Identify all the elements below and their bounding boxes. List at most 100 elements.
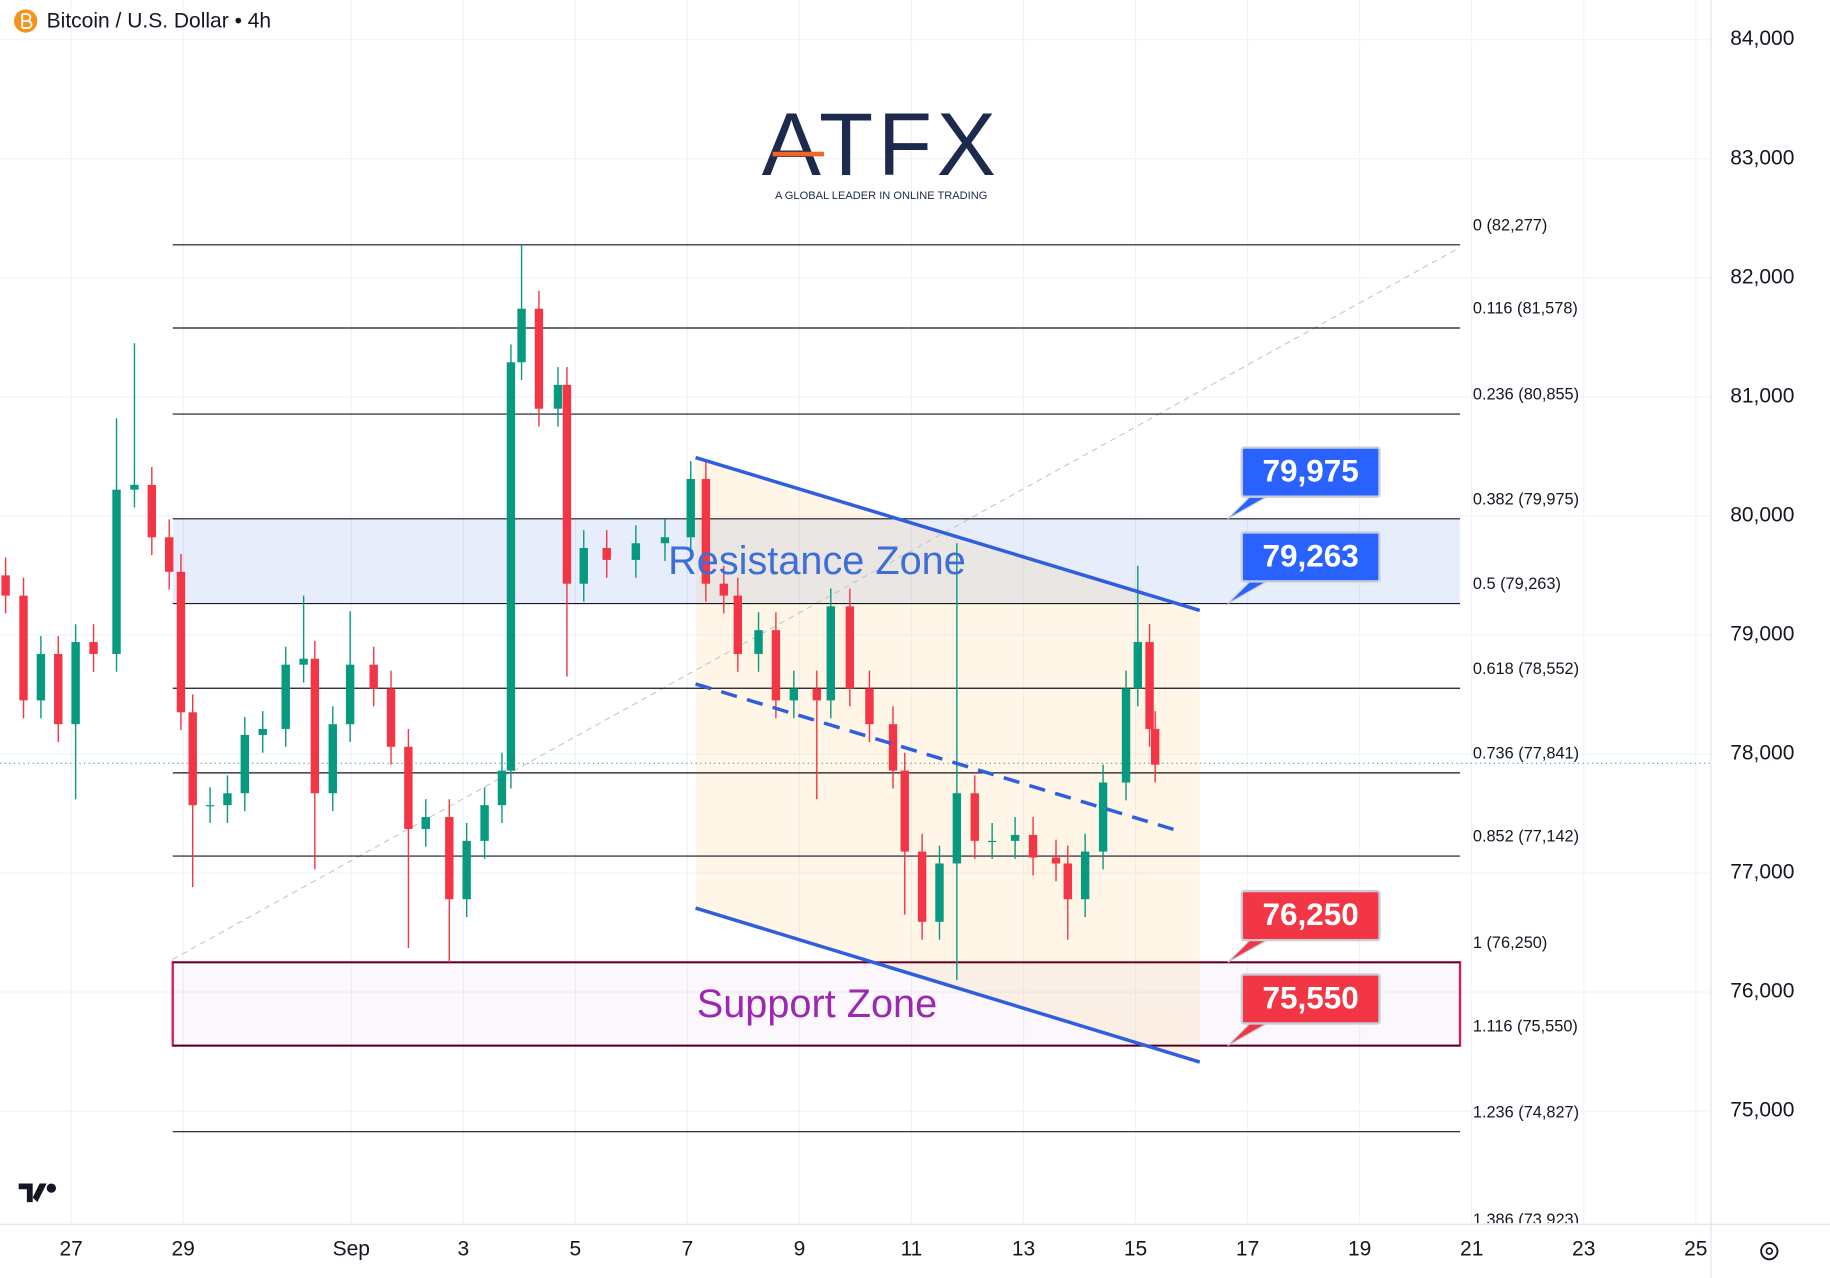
candle-body	[462, 840, 471, 900]
zone-label: Support Zone	[697, 982, 937, 1026]
candle-body	[497, 770, 507, 806]
fib-label: 0.382 (79,975)	[1473, 490, 1579, 508]
candle-body	[771, 630, 781, 701]
y-tick-label: 75,000	[1730, 1099, 1794, 1122]
fib-label: 1.116 (75,550)	[1473, 1017, 1578, 1035]
fib-label: 0 (82,277)	[1473, 216, 1547, 234]
candle-body	[888, 724, 898, 771]
channel-upper	[695, 455, 1201, 613]
candle-body	[789, 688, 799, 701]
candle-body	[1028, 834, 1038, 858]
channel-fill	[695, 457, 1200, 1063]
candle-body	[345, 664, 355, 725]
y-tick-label: 82,000	[1730, 265, 1794, 288]
candle-body	[865, 688, 874, 725]
x-tick-label: 21	[1460, 1238, 1483, 1261]
candle-body	[812, 688, 822, 701]
candle-body	[188, 712, 197, 806]
candle-body	[1010, 834, 1020, 841]
x-tick-label: 13	[1012, 1238, 1035, 1261]
candle-body	[1150, 728, 1160, 765]
candle-body	[1063, 863, 1072, 900]
candle-body	[1080, 851, 1090, 900]
fib-label: 0.236 (80,855)	[1473, 386, 1579, 404]
x-tick-label: 29	[172, 1238, 195, 1261]
price-tag-label: 76,250	[1262, 896, 1358, 932]
x-tick-label: 19	[1348, 1238, 1371, 1261]
candle-body	[917, 851, 927, 922]
y-tick-label: 83,000	[1730, 146, 1794, 169]
candle-body	[754, 630, 763, 654]
y-tick-label: 80,000	[1730, 503, 1794, 526]
y-tick-label: 76,000	[1730, 980, 1794, 1003]
candle-body	[562, 384, 572, 584]
candle-body	[112, 489, 121, 654]
x-tick-label: 7	[682, 1238, 694, 1261]
candle-body	[164, 537, 174, 572]
price-tags: 79,975 79,263 76,250 75,550	[1227, 446, 1381, 1047]
x-tick-label: 17	[1236, 1238, 1259, 1261]
fib-label: 0.618 (78,552)	[1473, 660, 1579, 678]
price-tag-label: 79,975	[1262, 453, 1358, 489]
bitcoin-icon-glyph	[21, 13, 33, 29]
candle-body	[404, 746, 413, 829]
grid	[0, 0, 1710, 1224]
candle-body	[240, 734, 250, 794]
candle-body	[506, 362, 516, 771]
candle-body	[952, 793, 962, 864]
candle-body	[733, 595, 743, 654]
zone-labels: Resistance Zone Support Zone	[668, 539, 966, 1026]
x-tick-label: 5	[570, 1238, 582, 1261]
y-tick-label: 79,000	[1730, 622, 1794, 645]
x-tick-label: 11	[901, 1238, 923, 1261]
candle-body	[900, 770, 909, 852]
candle-body	[421, 817, 430, 829]
plot-area: 0 (82,277) 0.116 (81,578) 0.236 (80,855) 0.…	[0, 216, 1710, 1223]
candle-body	[686, 478, 695, 538]
candle-body	[1145, 642, 1154, 729]
candle-body	[328, 724, 337, 794]
price-tag	[1240, 889, 1381, 942]
candle-body	[281, 664, 290, 729]
candle-body	[1133, 642, 1143, 689]
candle-body	[970, 793, 979, 841]
channel-lower	[695, 906, 1201, 1064]
y-tick-label: 84,000	[1730, 27, 1794, 50]
x-tick-label: 23	[1572, 1238, 1595, 1261]
candle-body	[987, 840, 997, 843]
candle-body	[631, 543, 641, 560]
candle-body	[553, 384, 563, 409]
settings-ring[interactable]	[1760, 1242, 1779, 1261]
zone-label: Resistance Zone	[668, 539, 966, 583]
candle-body	[517, 308, 526, 363]
candle-body	[54, 653, 63, 725]
candle-body	[386, 688, 396, 747]
candle-body	[147, 484, 157, 538]
candle-body	[36, 653, 46, 701]
candle-body	[176, 571, 186, 713]
fib-levels: 0 (82,277) 0.116 (81,578) 0.236 (80,855) 0.…	[172, 216, 1579, 1223]
candle-body	[480, 805, 489, 841]
candle-body	[602, 548, 611, 560]
price-tag-label: 79,263	[1262, 537, 1358, 573]
settings-icon[interactable]	[1760, 1242, 1779, 1261]
price-tag-label: 75,550	[1262, 979, 1358, 1015]
fib-label: 1.236 (74,827)	[1473, 1103, 1579, 1121]
symbol-title: Bitcoin / U.S. Dollar • 4h	[47, 10, 271, 33]
candle-body	[1098, 782, 1108, 852]
candle-body	[701, 478, 711, 584]
x-tick-label: 3	[457, 1238, 469, 1261]
logo-name: ATFX	[762, 95, 1001, 194]
fib-label: 0.852 (77,142)	[1473, 828, 1579, 846]
y-tick-label: 78,000	[1730, 742, 1794, 765]
candle-body	[89, 642, 98, 654]
candle-body	[71, 642, 80, 725]
candle-body	[845, 606, 855, 689]
settings-core[interactable]	[1765, 1247, 1774, 1255]
candle-body	[445, 817, 454, 900]
candle-body	[1051, 857, 1061, 864]
candle-body	[310, 658, 320, 794]
price-tag	[1240, 446, 1381, 498]
